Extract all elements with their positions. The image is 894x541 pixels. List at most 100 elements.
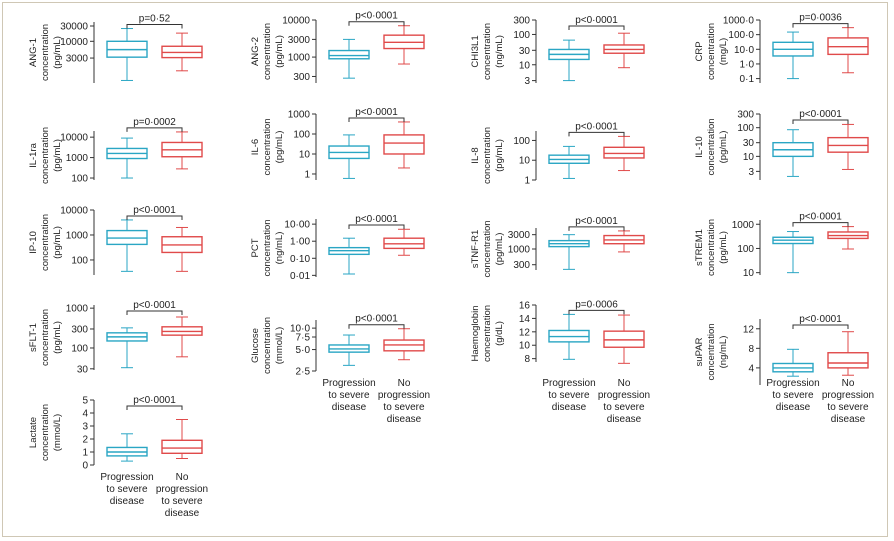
y-axis-unit: (pg/mL) (52, 139, 63, 172)
p-value: p=0·0006 (575, 299, 618, 310)
y-tick-label: 12 (743, 324, 755, 335)
y-axis-unit: (pg/mL) (52, 226, 63, 259)
significance-bracket (348, 117, 405, 122)
p-value: p<0·0001 (799, 314, 842, 325)
y-tick-label: 2·5 (296, 367, 311, 378)
y-axis-title: CHI3L1 (470, 35, 481, 67)
significance-bracket (792, 324, 849, 329)
y-axis-ylabel: concentration (706, 323, 717, 380)
y-tick-label: 10 (299, 149, 311, 160)
y-axis-ylabel: concentration (40, 404, 51, 461)
chart-panel-10: 0·01 0·10 1·00 10·00 PCT concentration (ng/mL)… (250, 214, 425, 282)
box-progression (548, 39, 590, 82)
y-tick-label: 5 (82, 396, 88, 407)
y-tick-label: 100 (71, 255, 88, 266)
y-tick-label: 3000 (288, 35, 311, 46)
x-label-no-progression: No progression to severe disease (822, 378, 874, 425)
box-no-progression (827, 226, 869, 250)
y-tick-label: 100·0 (728, 30, 754, 41)
p-value: p=0·0002 (133, 117, 176, 128)
p-value: p<0·0001 (355, 314, 398, 325)
x-label-progression: Progression to severe disease (766, 378, 819, 413)
box-progression (328, 38, 370, 79)
x-label-no-progression: No progression to severe disease (156, 472, 208, 519)
y-tick-label: 30 (743, 138, 755, 149)
significance-bracket (348, 224, 405, 229)
y-tick-label: 3000 (508, 230, 531, 241)
y-tick-label: 1000 (288, 53, 311, 64)
significance-bracket (126, 215, 183, 220)
y-tick-label: 1000 (508, 245, 531, 256)
y-axis-unit: (pg/mL) (52, 36, 63, 69)
y-tick-label: 7·5 (296, 333, 311, 344)
y-axis-title: PCT (250, 238, 261, 257)
y-tick-label: 1000 (66, 153, 89, 164)
box-no-progression (161, 32, 203, 72)
y-axis-title: IL-8 (470, 147, 481, 163)
box-progression (106, 28, 148, 81)
chart-panel-9: 100 1000 10000 IP-10 concentration (pg/mL) p<0… (28, 205, 203, 275)
y-tick-label: 1·0 (740, 59, 755, 70)
significance-bracket (792, 119, 849, 124)
y-axis-unit: (pg/mL) (274, 131, 285, 164)
y-axis-title: sTNF-R1 (470, 230, 481, 269)
y-axis-title: IP-10 (28, 231, 39, 254)
x-label-progression: Progression to severe disease (542, 378, 595, 413)
box-progression (106, 433, 148, 462)
chart-panel-15: 8 10 12 14 16 Haemoglobin concentration (g/dL) p… (470, 299, 645, 365)
chart-panel-17: 0 1 2 3 4 5 Lactate concentration (mmol/L) p<0·00… (28, 395, 203, 472)
box-no-progression (383, 228, 425, 256)
y-axis-title: ANG-1 (28, 38, 39, 67)
y-axis-ylabel: concentration (262, 317, 273, 374)
y-tick-label: 1000 (732, 220, 755, 231)
y-axis-ylabel: concentration (706, 23, 717, 80)
y-tick-label: 10 (743, 152, 755, 163)
significance-bracket (126, 405, 183, 410)
chart-panel-13: 30 100 300 1000 sFLT-1 concentration (pg/mL) p<… (28, 300, 203, 375)
y-axis-unit: (ng/mL) (718, 336, 729, 369)
box-no-progression (383, 121, 425, 169)
chart-panel-8: 3 10 30 100 300 IL-10 concentration (pg/mL) p<0·… (694, 109, 869, 180)
box-progression (772, 129, 814, 177)
y-tick-label: 4 (748, 363, 754, 374)
y-tick-label: 10000 (282, 16, 310, 27)
y-axis-ylabel: concentration (40, 214, 51, 271)
significance-bracket (568, 226, 625, 231)
y-tick-label: 1000 (66, 304, 89, 315)
box-progression (106, 327, 148, 369)
y-axis-ylabel: concentration (482, 127, 493, 184)
y-axis-unit: (g/dL) (494, 321, 505, 346)
significance-bracket (348, 21, 405, 26)
y-tick-label: 10·0 (734, 45, 754, 56)
box-no-progression (383, 25, 425, 65)
p-value: p<0·0001 (133, 300, 176, 311)
y-tick-label: 3 (82, 422, 88, 433)
y-tick-label: 4 (82, 409, 88, 420)
y-tick-label: 10 (519, 60, 531, 71)
y-axis-unit: (pg/mL) (718, 231, 729, 264)
y-axis-title: Glucose (250, 328, 261, 363)
y-tick-label: 100 (737, 244, 754, 255)
y-tick-label: 0·01 (290, 271, 310, 282)
y-tick-label: 14 (519, 314, 531, 325)
box-progression (106, 137, 148, 179)
y-axis-ylabel: concentration (262, 219, 273, 276)
chart-panel-3: 3 10 30 100 300 CHI3L1 concentration (ng/mL) p<0… (470, 15, 645, 87)
y-tick-label: 100 (71, 343, 88, 354)
y-axis-title: sFLT-1 (28, 323, 39, 352)
p-value: p<0·0001 (575, 216, 618, 227)
chart-panel-5: 100 1000 10000 IL-1ra concentration (pg/mL) p=… (28, 117, 203, 185)
box-no-progression (161, 226, 203, 272)
significance-bracket (792, 23, 849, 28)
box-no-progression (383, 328, 425, 361)
y-tick-label: 0·1 (740, 74, 755, 85)
y-axis-ylabel: concentration (482, 23, 493, 80)
y-tick-label: 8 (748, 344, 754, 355)
y-tick-label: 10·0 (290, 324, 310, 335)
box-no-progression (827, 27, 869, 74)
chart-panel-7: 1 10 100 IL-8 concentration (pg/mL) p<0·0001 (470, 121, 645, 187)
y-axis-unit: (pg/mL) (718, 131, 729, 164)
p-value: p<0·0001 (133, 395, 176, 406)
y-tick-label: 100 (513, 136, 530, 147)
